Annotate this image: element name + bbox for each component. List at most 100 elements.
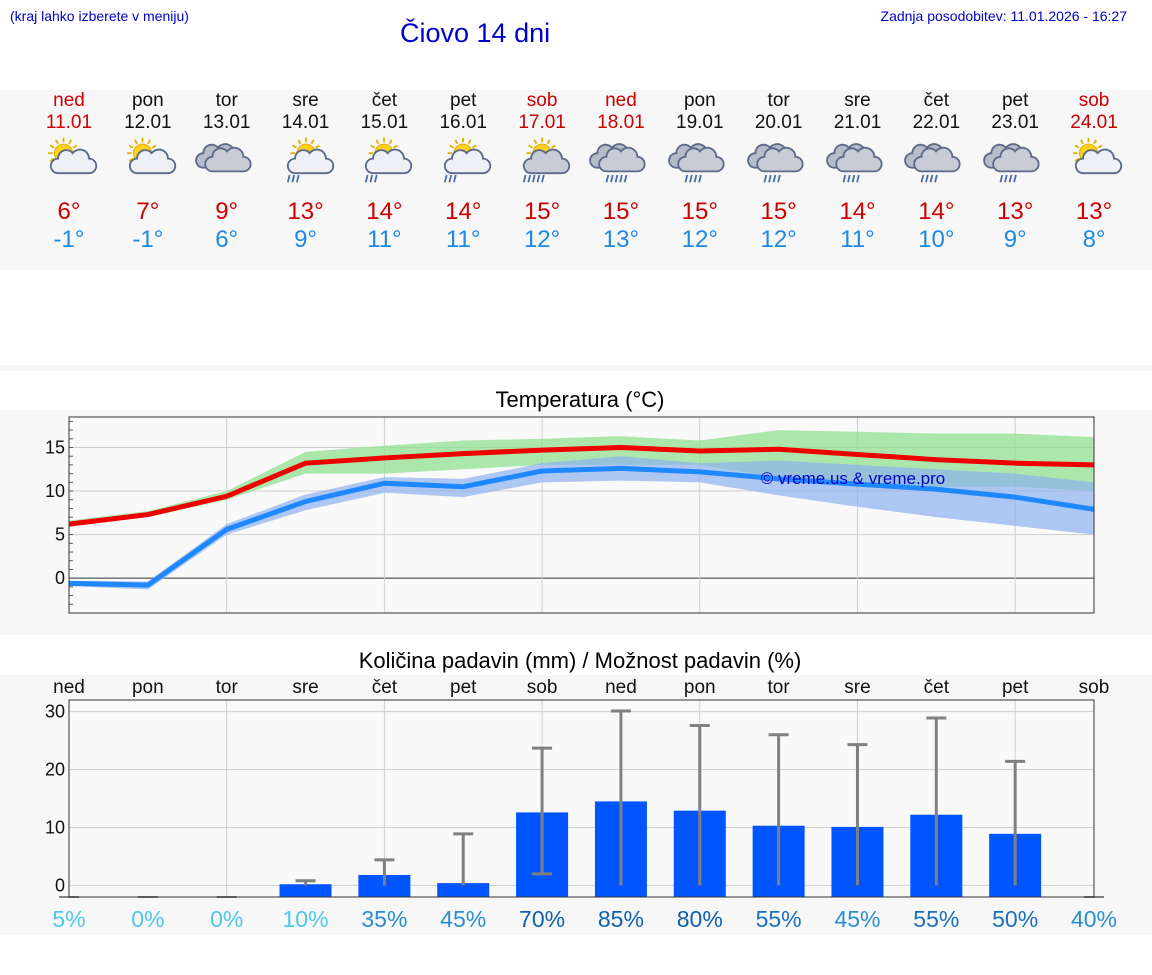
rain-drop <box>776 174 781 183</box>
day-date: 23.01 <box>991 112 1039 133</box>
sun-cloud-rain-icon <box>286 137 334 183</box>
precipitation-chance-label: 35% <box>361 906 407 932</box>
cloud-shape <box>286 148 334 175</box>
day-date: 17.01 <box>518 112 566 133</box>
sun-ray <box>1074 157 1080 162</box>
precipitation-day-label: sob <box>527 677 558 698</box>
day-name: pet <box>1001 90 1029 111</box>
precipitation-day-label: tor <box>216 677 239 698</box>
cloud-shape <box>194 143 252 173</box>
sun-ray <box>393 144 399 149</box>
rain-drop <box>767 174 772 183</box>
front-cloud <box>523 148 571 175</box>
cloud-shape <box>1075 148 1123 175</box>
sun-ray <box>68 139 73 145</box>
sun-ray <box>1074 144 1080 149</box>
precipitation-day-label: sre <box>292 677 318 698</box>
day-name: pon <box>131 90 164 111</box>
front-cloud <box>913 146 961 173</box>
precipitation-bar <box>437 883 490 897</box>
cloud-rain-icon <box>983 143 1040 183</box>
sun-ray <box>1097 144 1103 149</box>
precipitation-day-label: ned <box>605 677 637 698</box>
temperature-tick-label: 10 <box>45 481 65 501</box>
daily-forecast-strip <box>0 90 1152 270</box>
day-name: ned <box>53 90 85 111</box>
precipitation-day-label: čet <box>924 677 950 698</box>
precipitation-day-label: pet <box>450 677 477 698</box>
temperature-plot-frame <box>68 416 1095 614</box>
rain-drop <box>453 174 457 183</box>
precipitation-chance-label: 85% <box>598 906 644 932</box>
max-temperature: 14° <box>366 198 403 225</box>
sun-ray <box>370 144 376 149</box>
sun-ray <box>467 139 472 145</box>
rain-drop <box>1013 174 1017 183</box>
cloud-shape <box>128 148 176 175</box>
precipitation-tick-label: 30 <box>45 702 65 722</box>
rain-drop <box>688 174 693 183</box>
precipitation-chance-label: 55% <box>913 906 959 932</box>
temperature-tick-label: 5 <box>55 525 65 545</box>
rain-drop <box>842 174 846 183</box>
rain-drop <box>619 174 623 183</box>
rain-drop <box>684 174 688 183</box>
day-date: 21.01 <box>833 112 882 133</box>
day-name: tor <box>215 90 238 111</box>
precipitation-day-label: sre <box>844 677 870 698</box>
sun-cloud-rain-icon <box>444 137 492 183</box>
day-date: 16.01 <box>439 112 488 133</box>
precipitation-day-label: ned <box>53 677 85 698</box>
cloud-shape <box>365 148 413 175</box>
rain-drop <box>286 174 291 183</box>
sun-ray <box>55 139 59 145</box>
max-temperature: 14° <box>445 198 482 225</box>
cloud-shape <box>746 143 804 173</box>
min-temperature: 10° <box>918 226 955 253</box>
cloud-shape <box>904 143 961 173</box>
rain-drop <box>934 174 939 183</box>
cloud-rain-icon <box>746 143 804 183</box>
cloud-shape <box>523 148 571 175</box>
temperature-tick-label: 0 <box>55 568 65 588</box>
min-temperature: 9° <box>294 226 318 253</box>
rain-drop <box>855 174 860 183</box>
day-name: tor <box>767 90 790 111</box>
min-temperature-line <box>68 465 1095 588</box>
cloud-rain-icon <box>904 143 961 183</box>
rain-drop <box>365 174 369 183</box>
page-title: Čiovo 14 dni <box>400 18 551 48</box>
last-updated: Zadnja posodobitev: 11.01.2026 - 16:27 <box>880 8 1127 24</box>
day-name: pet <box>450 90 477 111</box>
rain-drop <box>610 174 614 183</box>
rain-drop <box>541 174 545 183</box>
max-temperature: 15° <box>681 198 718 225</box>
region-hint-link[interactable]: (kraj lahko izberete v meniju) <box>10 8 189 24</box>
rain-drop <box>999 174 1004 183</box>
rain-drop <box>536 174 541 183</box>
precipitation-day-label: čet <box>372 677 398 698</box>
min-temperature: 12° <box>523 226 561 253</box>
max-temperature-line <box>68 444 1095 527</box>
sun-ray <box>72 144 78 149</box>
max-temperature: 15° <box>602 198 640 225</box>
rain-drop <box>295 174 300 183</box>
day-name: sob <box>526 90 558 111</box>
cloud-rain-icon <box>668 143 725 183</box>
min-temperature: -1° <box>132 226 164 253</box>
max-temperature: 13° <box>287 198 324 225</box>
rain-drop <box>693 174 698 183</box>
day-name: ned <box>605 90 637 111</box>
cloud-shape <box>444 148 492 175</box>
day-name: čet <box>371 90 398 111</box>
precipitation-chance-label: 50% <box>992 906 1038 932</box>
day-date: 14.01 <box>281 112 330 133</box>
precipitation-chance-label: 0% <box>131 906 164 932</box>
precipitation-chance-label: 70% <box>519 906 565 932</box>
precipitation-day-label: pon <box>132 677 164 698</box>
max-temperature: 13° <box>1075 198 1113 225</box>
front-cloud <box>598 146 646 173</box>
front-cloud <box>365 148 413 175</box>
sun-ray <box>147 139 151 145</box>
